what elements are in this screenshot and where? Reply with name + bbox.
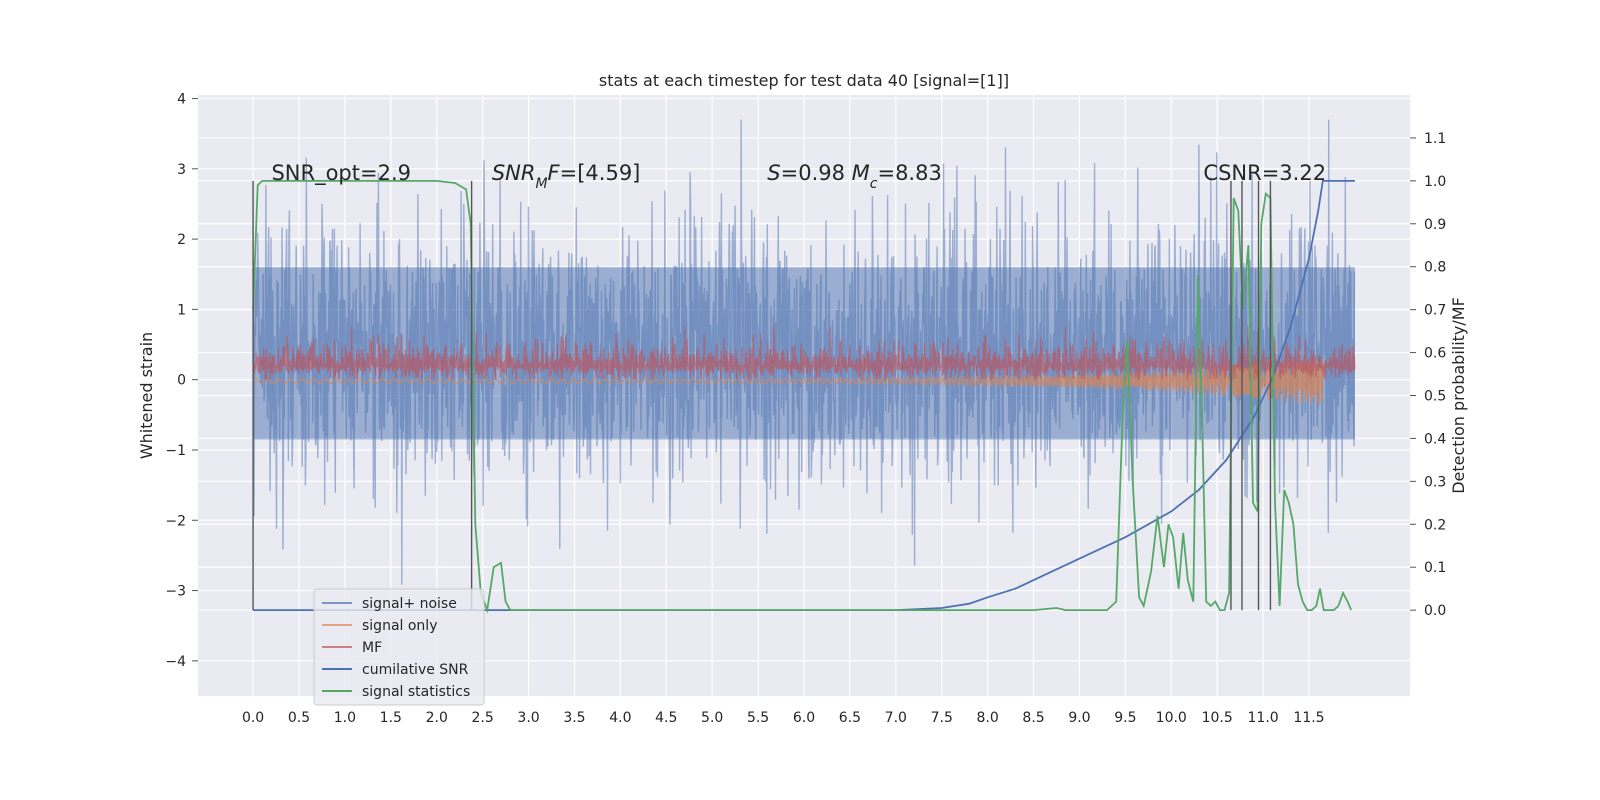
y-tick-label-right: 0.3 [1424,474,1446,490]
x-tick-label: 6.5 [839,710,861,726]
x-tick-label: 10.0 [1156,710,1187,726]
y-tick-label-right: 0.8 [1424,260,1446,276]
x-tick-label: 0.5 [288,710,310,726]
legend-label: signal only [362,618,437,634]
chart-title: stats at each timestep for test data 40 … [599,71,1009,90]
x-tick-label: 10.5 [1202,710,1233,726]
annotation: SNRMF=[4.59] [492,161,641,192]
x-tick-label: 2.5 [472,710,494,726]
y-tick-label-right: 0.9 [1424,217,1446,233]
mf-trace [252,325,1356,380]
x-tick-label: 11.0 [1248,710,1279,726]
y-tick-label-right: 0.1 [1424,560,1446,576]
annotation-part: =8.83 [877,161,941,185]
x-tick-label: 9.0 [1068,710,1090,726]
legend-label: MF [362,640,382,656]
x-tick-label: 4.0 [609,710,631,726]
y-axis-label-right: Detection probability/MF [1449,297,1468,494]
x-tick-label: 3.5 [563,710,585,726]
annotation-part: F [548,161,561,185]
annotation: S=0.98 Mc=8.83 [767,161,942,192]
y-tick-label-left: 2 [177,232,186,248]
series-mf [252,325,1356,380]
legend-label: signal+ noise [362,596,457,612]
vertical-markers [252,180,1272,611]
series-signal-statistics [252,180,1353,614]
y-tick-label-right: 0.4 [1424,431,1446,447]
annotation-part: =[4.59] [560,161,641,185]
annotation-part: SNR_opt=2.9 [271,161,411,186]
x-tick-label: 11.5 [1293,710,1324,726]
legend-label: signal statistics [362,684,470,700]
y-tick-label-left: −2 [165,513,186,529]
x-tick-label: 5.0 [701,710,723,726]
y-tick-label-right: 1.0 [1424,174,1446,190]
x-tick-label: 7.5 [931,710,953,726]
x-tick-label: 3.0 [517,710,539,726]
y-tick-label-left: 4 [177,92,186,108]
x-tick-label: 8.0 [977,710,999,726]
y-tick-label-right: 0.0 [1424,603,1446,619]
y-tick-label-left: −3 [165,584,186,600]
y-tick-label-left: 1 [177,302,186,318]
annotation-part: M [852,161,870,185]
y-tick-label-right: 1.1 [1424,131,1446,147]
y-tick-label-left: 3 [177,162,186,178]
y-tick-label-left: 0 [177,373,186,389]
y-tick-label-right: 0.5 [1424,389,1446,405]
y-tick-label-right: 0.7 [1424,303,1446,319]
legend-box [313,588,485,706]
x-tick-label: 2.0 [426,710,448,726]
y-tick-label-left: −1 [165,443,186,459]
x-tick-label: 1.5 [380,710,402,726]
x-tick-label: 7.0 [885,710,907,726]
x-tick-label: 6.0 [793,710,815,726]
legend: signal+ noise signal only MF cumilative SNR… [313,588,485,706]
x-tick-label: 1.0 [334,710,356,726]
annotation: CSNR=3.22 [1203,161,1326,185]
x-tick-label: 9.5 [1114,710,1136,726]
series-line [253,180,1355,611]
annotations: SNR_opt=2.9 SNRMF=[4.59] S=0.98 Mc=8.83 CSN… [271,161,1326,192]
annotation-part: CSNR=3.22 [1203,161,1326,185]
x-tick-label: 5.5 [747,710,769,726]
annotation-part: c [870,176,878,192]
series-line [252,180,1353,614]
y-tick-label-left: −4 [165,654,186,670]
tick-labels: 0.0 0.5 1.0 1.5 2.0 2.5 3.0 3.5 4.0 4.5 5.0 5.5 6.0 6… [165,92,1446,726]
y-tick-label-right: 0.6 [1424,346,1446,362]
annotation-part: S [767,161,780,185]
data-layer [252,119,1356,614]
x-tick-label: 0.0 [242,710,264,726]
y-axis-label-left: Whitened strain [137,332,156,459]
annotation-part: M [535,176,547,192]
annotation-part: SNR [492,161,536,185]
x-tick-label: 8.5 [1022,710,1044,726]
x-tick-label: 4.5 [655,710,677,726]
annotation-part: =0.98 [781,161,852,185]
annotation: SNR_opt=2.9 [271,161,411,186]
y-tick-label-right: 0.2 [1424,517,1446,533]
legend-label: cumilative SNR [362,662,469,678]
series-cumilative-snr [253,180,1355,611]
